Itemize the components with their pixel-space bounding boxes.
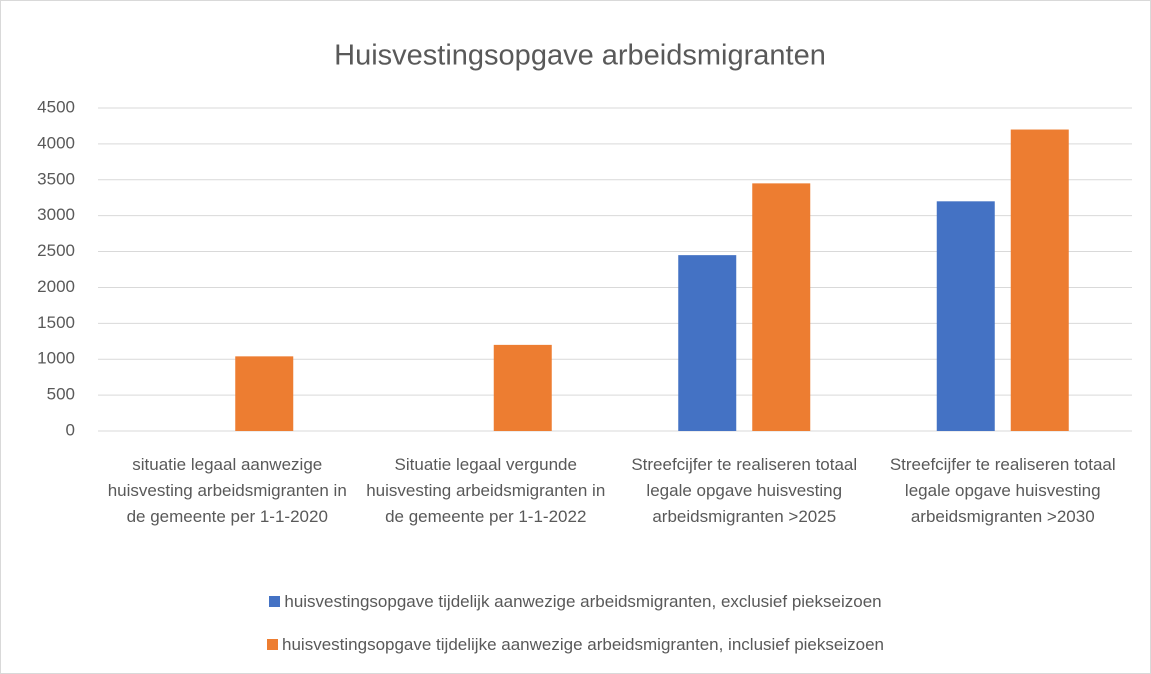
chart-title: Huisvestingsopgave arbeidsmigranten (334, 40, 826, 72)
y-tick-label: 1000 (37, 349, 75, 368)
legend-item: huisvestingsopgave tijdelijke aanwezige … (0, 635, 1151, 655)
legend-swatch (269, 596, 281, 607)
legend-item: huisvestingsopgave tijdelijk aanwezige a… (0, 592, 1151, 612)
legend-swatch (267, 639, 279, 650)
bar (752, 183, 811, 431)
y-tick-label: 2000 (37, 277, 75, 296)
y-tick-label: 0 (66, 420, 75, 439)
legend-label: huisvestingsopgave tijdelijk aanwezige a… (284, 592, 882, 611)
y-tick-label: 3000 (37, 205, 75, 224)
bar (493, 344, 552, 431)
bar (235, 356, 294, 431)
bar (678, 255, 737, 431)
y-tick-label: 4000 (37, 133, 75, 152)
y-tick-label: 2500 (37, 241, 75, 260)
y-tick-label: 3500 (37, 169, 75, 188)
y-tick-label: 4500 (37, 97, 75, 116)
y-tick-label: 500 (47, 385, 75, 404)
x-tick-label: Streefcijfer te realiseren totaal legale… (631, 455, 858, 526)
y-tick-label: 1500 (37, 313, 75, 332)
legend-label: huisvestingsopgave tijdelijke aanwezige … (282, 635, 884, 654)
x-tick-label: Situatie legaal vergunde huisvesting arb… (366, 455, 606, 526)
bar (936, 201, 995, 431)
x-tick-label: Streefcijfer te realiseren totaal legale… (889, 455, 1116, 526)
bar (1010, 129, 1069, 432)
x-tick-label: situatie legaal aanwezige huisvesting ar… (107, 455, 347, 526)
